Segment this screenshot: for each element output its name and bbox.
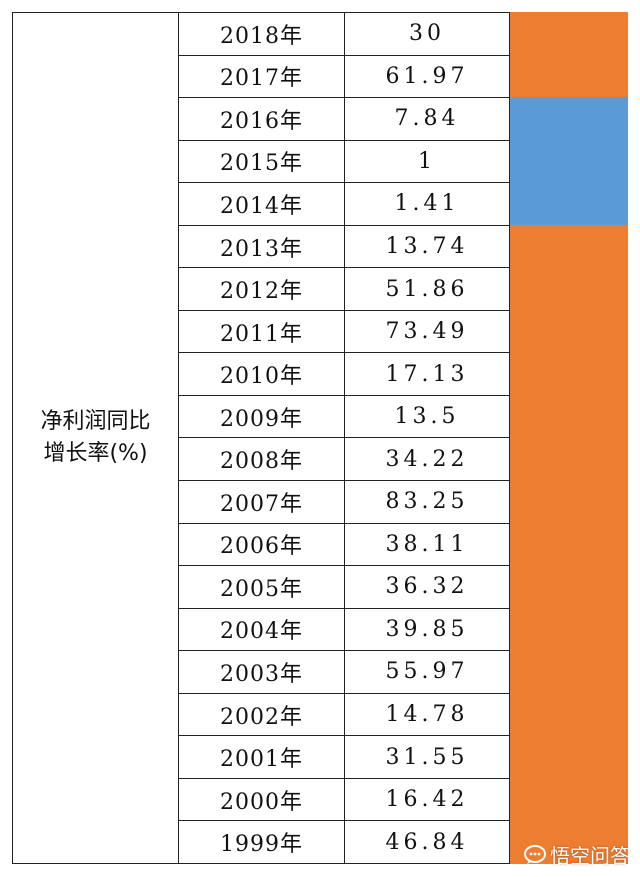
table-row: 2011年 73.49 bbox=[179, 310, 509, 354]
year-cell: 2006年 bbox=[179, 523, 345, 566]
highlight-segment-high bbox=[510, 352, 628, 396]
row-header-line2: 增长率(%) bbox=[43, 441, 148, 466]
table-row: 2007年 83.25 bbox=[179, 481, 509, 524]
row-header-label: 净利润同比 增长率(%) bbox=[13, 13, 179, 863]
year-cell: 2015年 bbox=[179, 140, 345, 183]
year-cell: 2001年 bbox=[179, 736, 345, 778]
year-cell: 2014年 bbox=[179, 183, 345, 225]
year-cell: 2004年 bbox=[179, 608, 345, 651]
highlight-segment-high bbox=[510, 310, 628, 353]
year-cell: 2011年 bbox=[179, 310, 345, 353]
growth-value-cell: 17.13 bbox=[385, 361, 469, 387]
highlight-segment-high bbox=[510, 778, 628, 822]
table-row: 2003年 55.97 bbox=[179, 651, 509, 694]
highlight-segment-high bbox=[510, 437, 628, 481]
growth-value-cell: 83.25 bbox=[385, 489, 469, 515]
highlight-segment-high bbox=[510, 224, 628, 268]
growth-value-cell: 13.74 bbox=[385, 234, 469, 259]
table-row: 2006年 38.11 bbox=[179, 523, 509, 567]
year-cell: 2009年 bbox=[179, 395, 345, 438]
highlight-segment-high bbox=[510, 608, 628, 651]
growth-value-cell: 13.5 bbox=[394, 404, 460, 430]
growth-value-cell: 39.85 bbox=[385, 616, 469, 642]
highlight-segment-high bbox=[510, 523, 628, 566]
table-row: 2012年 51.86 bbox=[179, 268, 509, 311]
highlight-segment-low bbox=[510, 139, 628, 183]
table-row: 2016年 7.84 bbox=[179, 98, 509, 141]
growth-value-cell: 46.84 bbox=[385, 829, 469, 855]
highlight-segment-low bbox=[510, 97, 628, 140]
table-row: 2017年 61.97 bbox=[179, 55, 509, 99]
year-cell: 2008年 bbox=[179, 438, 345, 481]
growth-value-cell: 1 bbox=[418, 148, 436, 174]
year-cell: 2012年 bbox=[179, 268, 345, 310]
highlight-bar bbox=[510, 12, 628, 864]
growth-value-cell: 1.41 bbox=[394, 191, 460, 217]
highlight-segment-high bbox=[510, 267, 628, 311]
table-row: 2000年 16.42 bbox=[179, 778, 509, 822]
highlight-segment-high bbox=[510, 12, 628, 55]
highlight-segment-high bbox=[510, 54, 628, 98]
highlight-segment-high bbox=[510, 650, 628, 694]
highlight-segment-high bbox=[510, 821, 628, 864]
year-cell: 2018年 bbox=[179, 13, 345, 55]
table-row: 2004年 39.85 bbox=[179, 608, 509, 652]
highlight-segment-high bbox=[510, 480, 628, 524]
growth-value-cell: 73.49 bbox=[385, 319, 469, 345]
growth-value-cell: 61.97 bbox=[385, 63, 469, 89]
year-cell: 2002年 bbox=[179, 693, 345, 736]
highlight-segment-high bbox=[510, 565, 628, 609]
growth-value-cell: 16.42 bbox=[385, 787, 469, 813]
table-row: 2018年 30 bbox=[179, 13, 509, 56]
table-body: 2018年 30 2017年 61.97 2016年 7.84 2015年 1 2014年 1.4… bbox=[179, 13, 509, 863]
table-row: 2010年 17.13 bbox=[179, 353, 509, 396]
year-cell: 2013年 bbox=[179, 225, 345, 268]
growth-table: 净利润同比 增长率(%) 2018年 30 2017年 61.97 2016年 7.84 2… bbox=[12, 12, 510, 864]
highlight-segment-high bbox=[510, 693, 628, 737]
table-row: 2002年 14.78 bbox=[179, 693, 509, 737]
watermark-text: 悟空问答 bbox=[550, 844, 630, 868]
watermark: 悟空问答 bbox=[524, 840, 630, 869]
growth-value-cell: 7.84 bbox=[394, 106, 460, 132]
year-cell: 1999年 bbox=[179, 821, 345, 863]
growth-value-cell: 30 bbox=[409, 21, 445, 47]
table-row: 2015年 1 bbox=[179, 140, 509, 184]
year-cell: 2000年 bbox=[179, 778, 345, 821]
growth-value-cell: 51.86 bbox=[385, 276, 469, 302]
growth-value-cell: 55.97 bbox=[385, 659, 469, 685]
highlight-segment-high bbox=[510, 736, 628, 779]
table-row: 2013年 13.74 bbox=[179, 225, 509, 269]
growth-value-cell: 31.55 bbox=[385, 744, 469, 770]
growth-value-cell: 34.22 bbox=[385, 446, 469, 472]
chat-bubble-icon bbox=[524, 844, 546, 865]
year-cell: 2003年 bbox=[179, 651, 345, 693]
growth-value-cell: 14.78 bbox=[385, 702, 469, 728]
table-row: 2001年 31.55 bbox=[179, 736, 509, 779]
table-row: 2008年 34.22 bbox=[179, 438, 509, 482]
table-row: 2014年 1.41 bbox=[179, 183, 509, 226]
highlight-segment-low bbox=[510, 182, 628, 225]
year-cell: 2005年 bbox=[179, 566, 345, 608]
year-cell: 2007年 bbox=[179, 481, 345, 523]
table-row: 2005年 36.32 bbox=[179, 566, 509, 609]
table-row: 1999年 46.84 bbox=[179, 821, 509, 863]
row-header-line1: 净利润同比 bbox=[40, 409, 151, 434]
growth-value-cell: 38.11 bbox=[385, 531, 469, 557]
table-row: 2009年 13.5 bbox=[179, 395, 509, 439]
year-cell: 2017年 bbox=[179, 55, 345, 98]
growth-value-cell: 36.32 bbox=[385, 574, 469, 600]
year-cell: 2016年 bbox=[179, 98, 345, 140]
year-cell: 2010年 bbox=[179, 353, 345, 395]
highlight-segment-high bbox=[510, 395, 628, 438]
